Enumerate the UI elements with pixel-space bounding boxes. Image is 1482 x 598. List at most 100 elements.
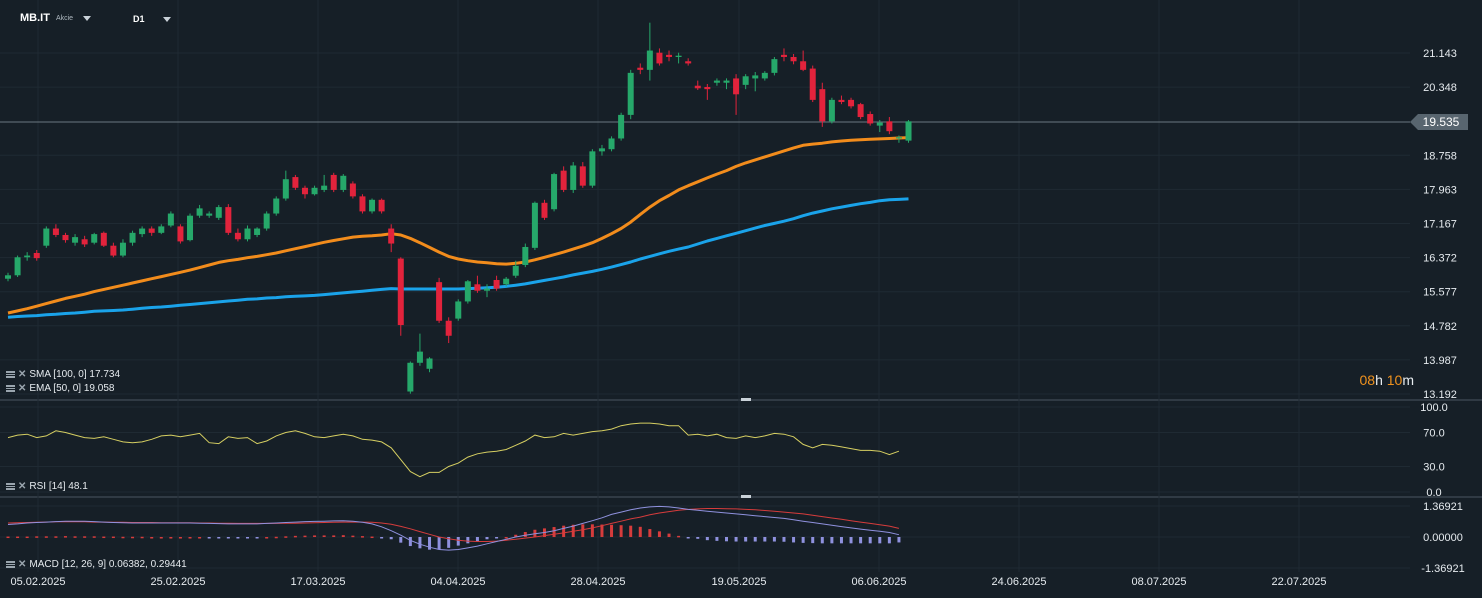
candle: [886, 117, 893, 135]
macd-legend[interactable]: ✕ MACD [12, 26, 9] 0.06382, 0.29441: [6, 559, 187, 570]
candle: [225, 204, 232, 235]
macd-histogram-bar: [590, 524, 594, 537]
candle: [311, 185, 318, 196]
candle: [713, 78, 720, 86]
axes: 05.02.2025 25.02.2025 17.03.2025 04.04.2025…: [10, 48, 1464, 588]
macd-histogram-bar: [830, 537, 834, 544]
settings-icon[interactable]: [6, 483, 15, 490]
candle: [110, 242, 117, 258]
candle: [282, 170, 289, 201]
close-icon[interactable]: ✕: [18, 481, 27, 492]
macd-histogram-bar: [772, 537, 776, 542]
candle-body: [560, 170, 567, 190]
chevron-down-icon: [83, 15, 92, 21]
current-price-tag: [1410, 113, 1468, 130]
candle: [369, 198, 376, 214]
price-y-tick-label: 17.963: [1423, 184, 1457, 196]
macd-histogram-bar: [792, 537, 796, 543]
candle: [416, 333, 423, 366]
macd-pane[interactable]: [6, 505, 901, 551]
candle-body: [484, 288, 490, 291]
candle: [675, 52, 682, 64]
candle: [905, 120, 912, 143]
candle-body: [158, 226, 165, 233]
macd-histogram-bar: [897, 537, 901, 543]
x-tick-label: 17.03.2025: [290, 576, 345, 588]
close-icon[interactable]: ✕: [18, 559, 27, 570]
rsi-pane[interactable]: [7, 422, 900, 478]
macd-histogram-bar: [83, 536, 87, 538]
candle: [541, 199, 548, 220]
macd-histogram-bar: [73, 536, 77, 538]
sma-100-line: [7, 197, 909, 319]
candle-body: [148, 228, 155, 233]
candle-body: [646, 50, 653, 70]
macd-histogram-bar: [782, 537, 786, 542]
macd-y-tick-label: -1.36921: [1421, 563, 1464, 575]
macd-histogram-bar: [418, 537, 422, 549]
candle-body: [378, 199, 385, 212]
candle: [81, 235, 88, 247]
macd-histogram-bar: [6, 536, 10, 539]
candle: [158, 224, 165, 235]
candle: [187, 213, 194, 242]
ema-legend[interactable]: ✕ EMA [50, 0] 19.058: [6, 383, 114, 394]
candle: [72, 234, 79, 246]
price-y-tick-label: 18.758: [1423, 150, 1457, 162]
candle: [436, 277, 443, 323]
macd-histogram-bar: [686, 537, 690, 539]
candle-body: [876, 122, 883, 126]
sma-legend[interactable]: ✕ SMA [100, 0] 17.734: [6, 369, 120, 380]
close-icon[interactable]: ✕: [18, 369, 27, 380]
candle-body: [531, 202, 538, 248]
rsi-legend[interactable]: ✕ RSI [14] 48.1: [6, 481, 88, 492]
candle-body: [167, 213, 174, 226]
candle: [867, 111, 874, 126]
macd-histogram-bar: [198, 537, 202, 539]
candle-body: [464, 281, 471, 302]
macd-histogram-bar: [226, 537, 230, 539]
candle: [646, 22, 653, 81]
macd-histogram-bar: [648, 529, 652, 537]
settings-icon[interactable]: [6, 371, 15, 378]
candle-body: [234, 232, 241, 240]
close-icon[interactable]: ✕: [18, 383, 27, 394]
macd-histogram-bar: [859, 537, 863, 544]
countdown-m-unit: m: [1402, 372, 1414, 388]
macd-histogram-bar: [447, 537, 451, 548]
candle: [100, 231, 107, 247]
candle-body: [551, 174, 558, 210]
macd-histogram-bar: [725, 537, 728, 542]
macd-histogram-bar: [428, 537, 432, 550]
candle: [637, 63, 644, 75]
candle-body: [694, 85, 701, 89]
candle-body: [474, 284, 481, 291]
macd-line: [7, 505, 900, 551]
candle: [33, 249, 40, 261]
price-pane[interactable]: 19.535: [0, 22, 1468, 394]
macd-histogram-bar: [638, 526, 642, 537]
candle: [292, 174, 299, 190]
macd-histogram-bar: [629, 525, 633, 537]
candle: [474, 275, 481, 293]
macd-histogram-bar: [178, 537, 182, 539]
timeframe-dropdown[interactable]: D1: [133, 14, 171, 24]
macd-histogram-bar: [360, 536, 364, 538]
settings-icon[interactable]: [6, 385, 15, 392]
macd-histogram-bar: [475, 537, 479, 542]
macd-histogram-bar: [169, 537, 173, 539]
symbol-dropdown[interactable]: MB.IT Akcie: [20, 12, 92, 24]
candle-body: [436, 282, 443, 321]
candle-body: [819, 89, 826, 122]
settings-icon[interactable]: [6, 561, 15, 568]
candle-body: [62, 234, 69, 241]
pane-resize-handle: [741, 495, 751, 498]
candle-body: [72, 237, 79, 243]
macd-histogram-bar: [332, 535, 336, 537]
candle-body: [349, 183, 356, 197]
candle: [388, 224, 395, 253]
candle-body: [761, 72, 768, 79]
macd-histogram-bar: [600, 524, 604, 537]
